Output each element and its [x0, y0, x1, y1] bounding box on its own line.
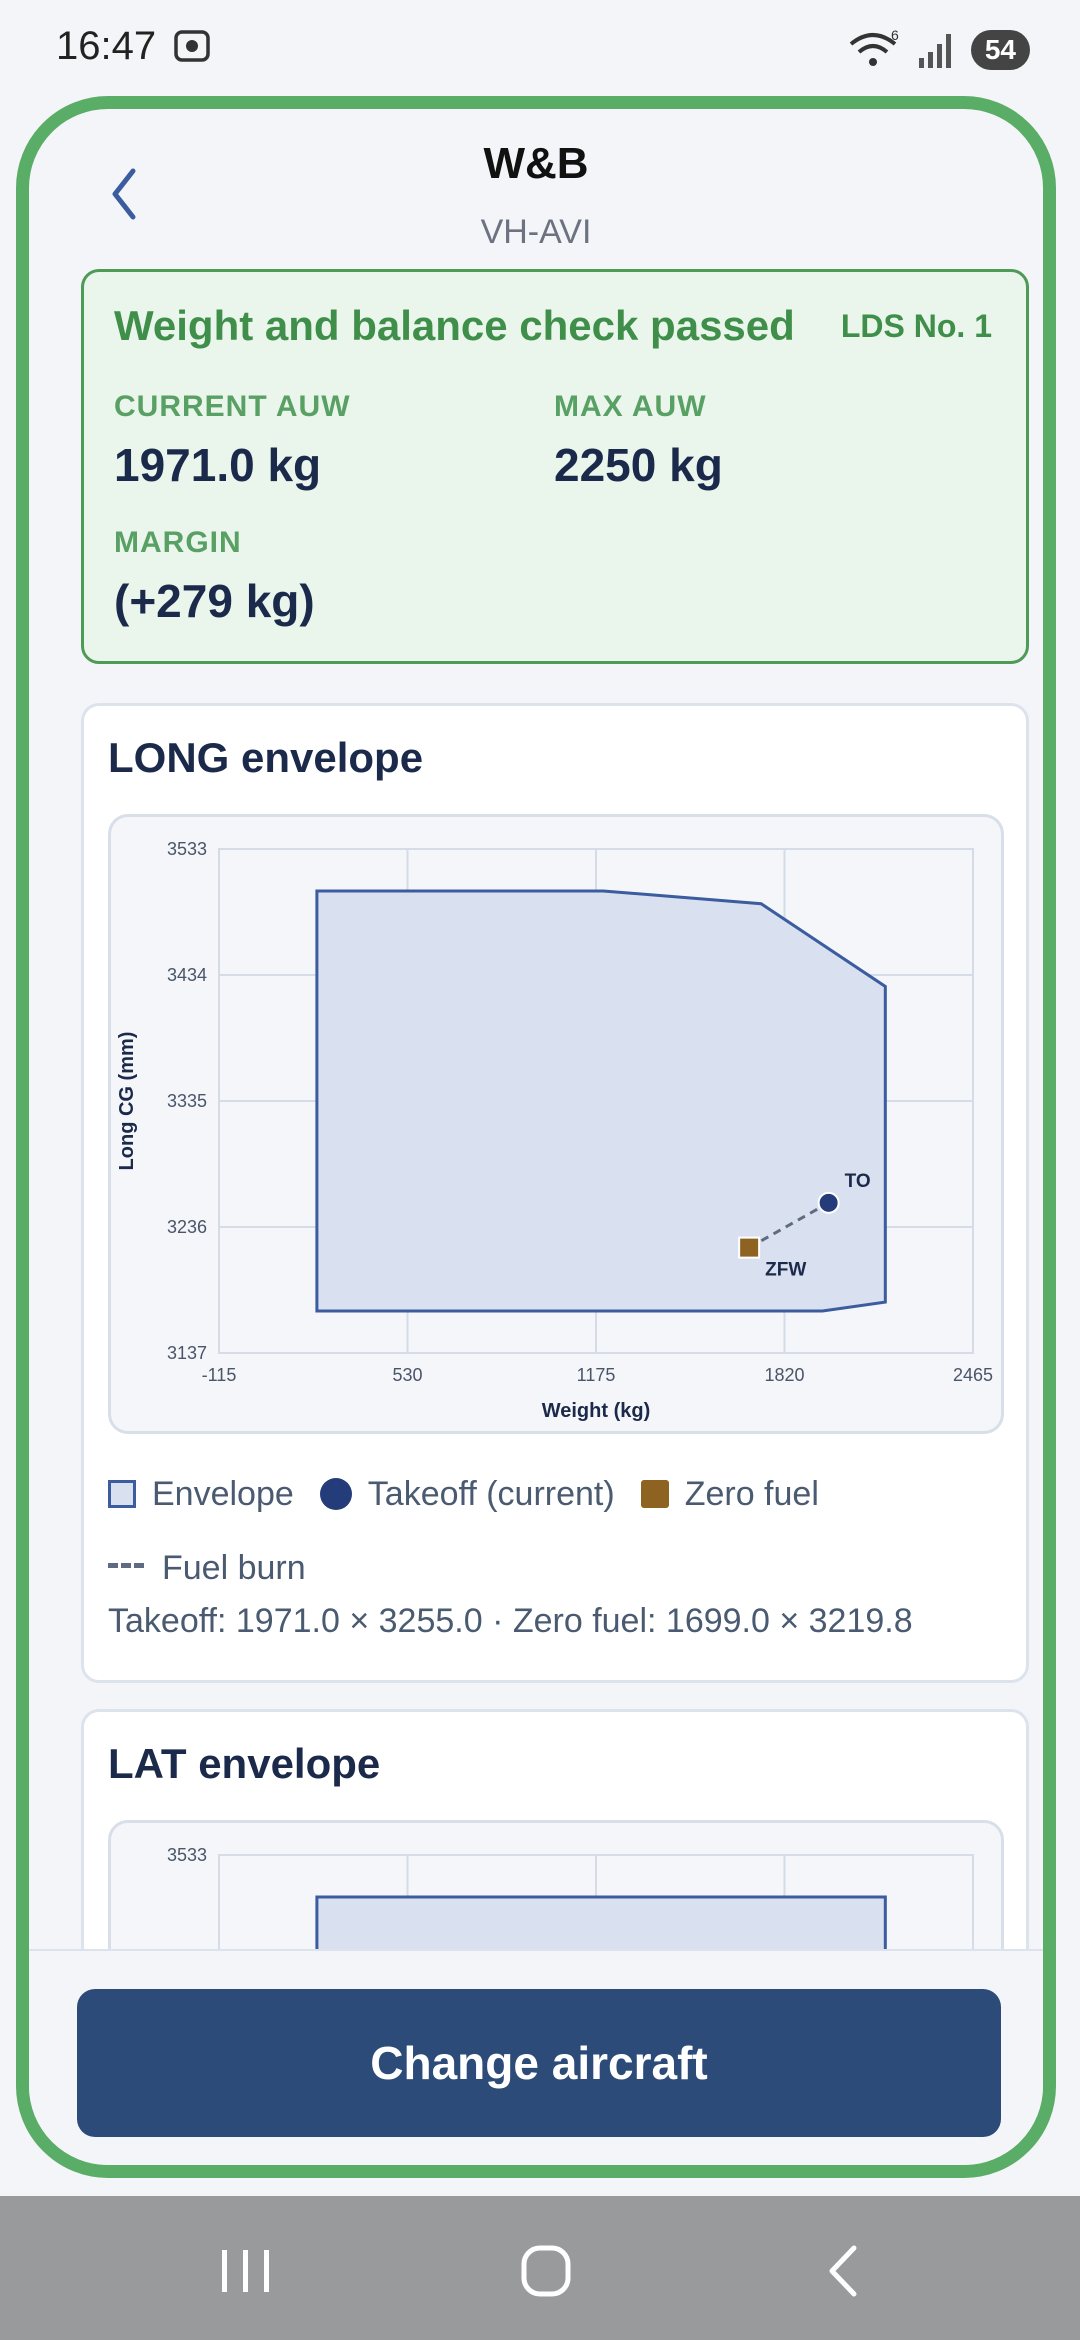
wb-status-card: Weight and balance check passed LDS No. … [81, 269, 1029, 664]
legend-fuel-burn: Fuel burn [108, 1549, 306, 1588]
margin-value: (+279 kg) [114, 575, 315, 627]
fuel-burn-line [748, 1201, 830, 1249]
envelope-swatch [108, 1480, 136, 1508]
legend-takeoff: Takeoff (current) [319, 1474, 615, 1514]
long-envelope-card: LONG envelope -115 530 1175 1820 2465 3533 343… [81, 703, 1029, 1683]
recent-apps-icon[interactable] [206, 2236, 286, 2306]
current-auw-label: CURRENT AUW [114, 390, 351, 423]
app-frame: W&B VH-AVI Weight and balance check pass… [16, 96, 1056, 2178]
y-tick-label: 3335 [167, 1091, 207, 1111]
lat-envelope-title: LAT envelope [108, 1740, 381, 1787]
y-tick-label: 3236 [167, 1217, 207, 1237]
legend-envelope-label: Envelope [152, 1474, 294, 1513]
clock: 16:47 [56, 24, 157, 68]
margin-label: MARGIN [114, 526, 242, 559]
aircraft-registration: VH-AVI [480, 213, 592, 251]
long-envelope-chart: -115 530 1175 1820 2465 3533 3434 3335 3236 3137 T… [116, 839, 993, 1422]
change-aircraft-button[interactable]: Change aircraft [77, 1989, 1001, 2137]
fuel-burn-swatch [108, 1562, 144, 1574]
y-tick-label: 3533 [167, 839, 207, 859]
long-envelope-chart-box: -115 530 1175 1820 2465 3533 3434 3335 3236 3137 T… [108, 814, 1004, 1434]
y-tick-label: 3533 [167, 1845, 207, 1865]
page-title: W&B [483, 139, 589, 188]
max-auw-value: 2250 kg [554, 439, 723, 491]
y-tick-label: 3137 [167, 1343, 207, 1363]
legend-zero-fuel-label: Zero fuel [684, 1474, 819, 1513]
takeoff-swatch [319, 1478, 352, 1510]
status-title: Weight and balance check passed [114, 302, 795, 349]
legend-zero-fuel: Zero fuel [640, 1474, 819, 1514]
cg-envelope [315, 889, 887, 1313]
header: W&B VH-AVI [29, 109, 1043, 269]
x-tick-label: 530 [392, 1365, 422, 1385]
legend-fuel-burn-label: Fuel burn [162, 1548, 306, 1587]
takeoff-point [817, 1191, 840, 1214]
x-tick-label: 1820 [764, 1365, 804, 1385]
home-icon[interactable] [506, 2236, 586, 2306]
signal-icon [918, 34, 951, 68]
legend-takeoff-label: Takeoff (current) [367, 1474, 615, 1513]
x-tick-label: -115 [202, 1365, 237, 1385]
long-envelope-title: LONG envelope [108, 734, 424, 781]
x-tick-label: 2465 [953, 1365, 993, 1385]
zero-fuel-point-label: ZFW [765, 1260, 806, 1281]
legend-envelope: Envelope [108, 1475, 294, 1514]
max-auw-label: MAX AUW [554, 390, 707, 423]
system-nav-bar [0, 2196, 1080, 2340]
zero-fuel-point [738, 1236, 761, 1259]
battery-indicator: 54 [970, 30, 1030, 70]
x-tick-label: 1175 [577, 1365, 616, 1385]
zero-fuel-swatch [640, 1480, 669, 1508]
x-axis-label: Weight (kg) [542, 1400, 651, 1422]
lds-number: LDS No. 1 [840, 308, 992, 344]
chart-legend: Envelope Takeoff (current) Zero fuel Fue… [108, 1466, 1008, 1596]
y-axis-label: Long CG (mm) [116, 1032, 138, 1171]
takeoff-point-label: TO [845, 1171, 871, 1192]
cg-summary: Takeoff: 1971.0 × 3255.0 · Zero fuel: 16… [108, 1602, 913, 1640]
svg-text:6: 6 [891, 28, 899, 43]
bottom-action-bar: Change aircraft [29, 1949, 1043, 2165]
content-scroll[interactable]: Weight and balance check passed LDS No. … [29, 269, 1043, 2049]
screenshot-icon [174, 30, 210, 62]
y-tick-label: 3434 [167, 965, 207, 985]
back-chevron-icon[interactable] [101, 159, 151, 229]
wifi-icon: 6 [849, 28, 899, 66]
status-bar: 16:47 6 54 [0, 0, 1080, 96]
back-icon[interactable] [806, 2236, 886, 2306]
current-auw-value: 1971.0 kg [114, 439, 322, 491]
